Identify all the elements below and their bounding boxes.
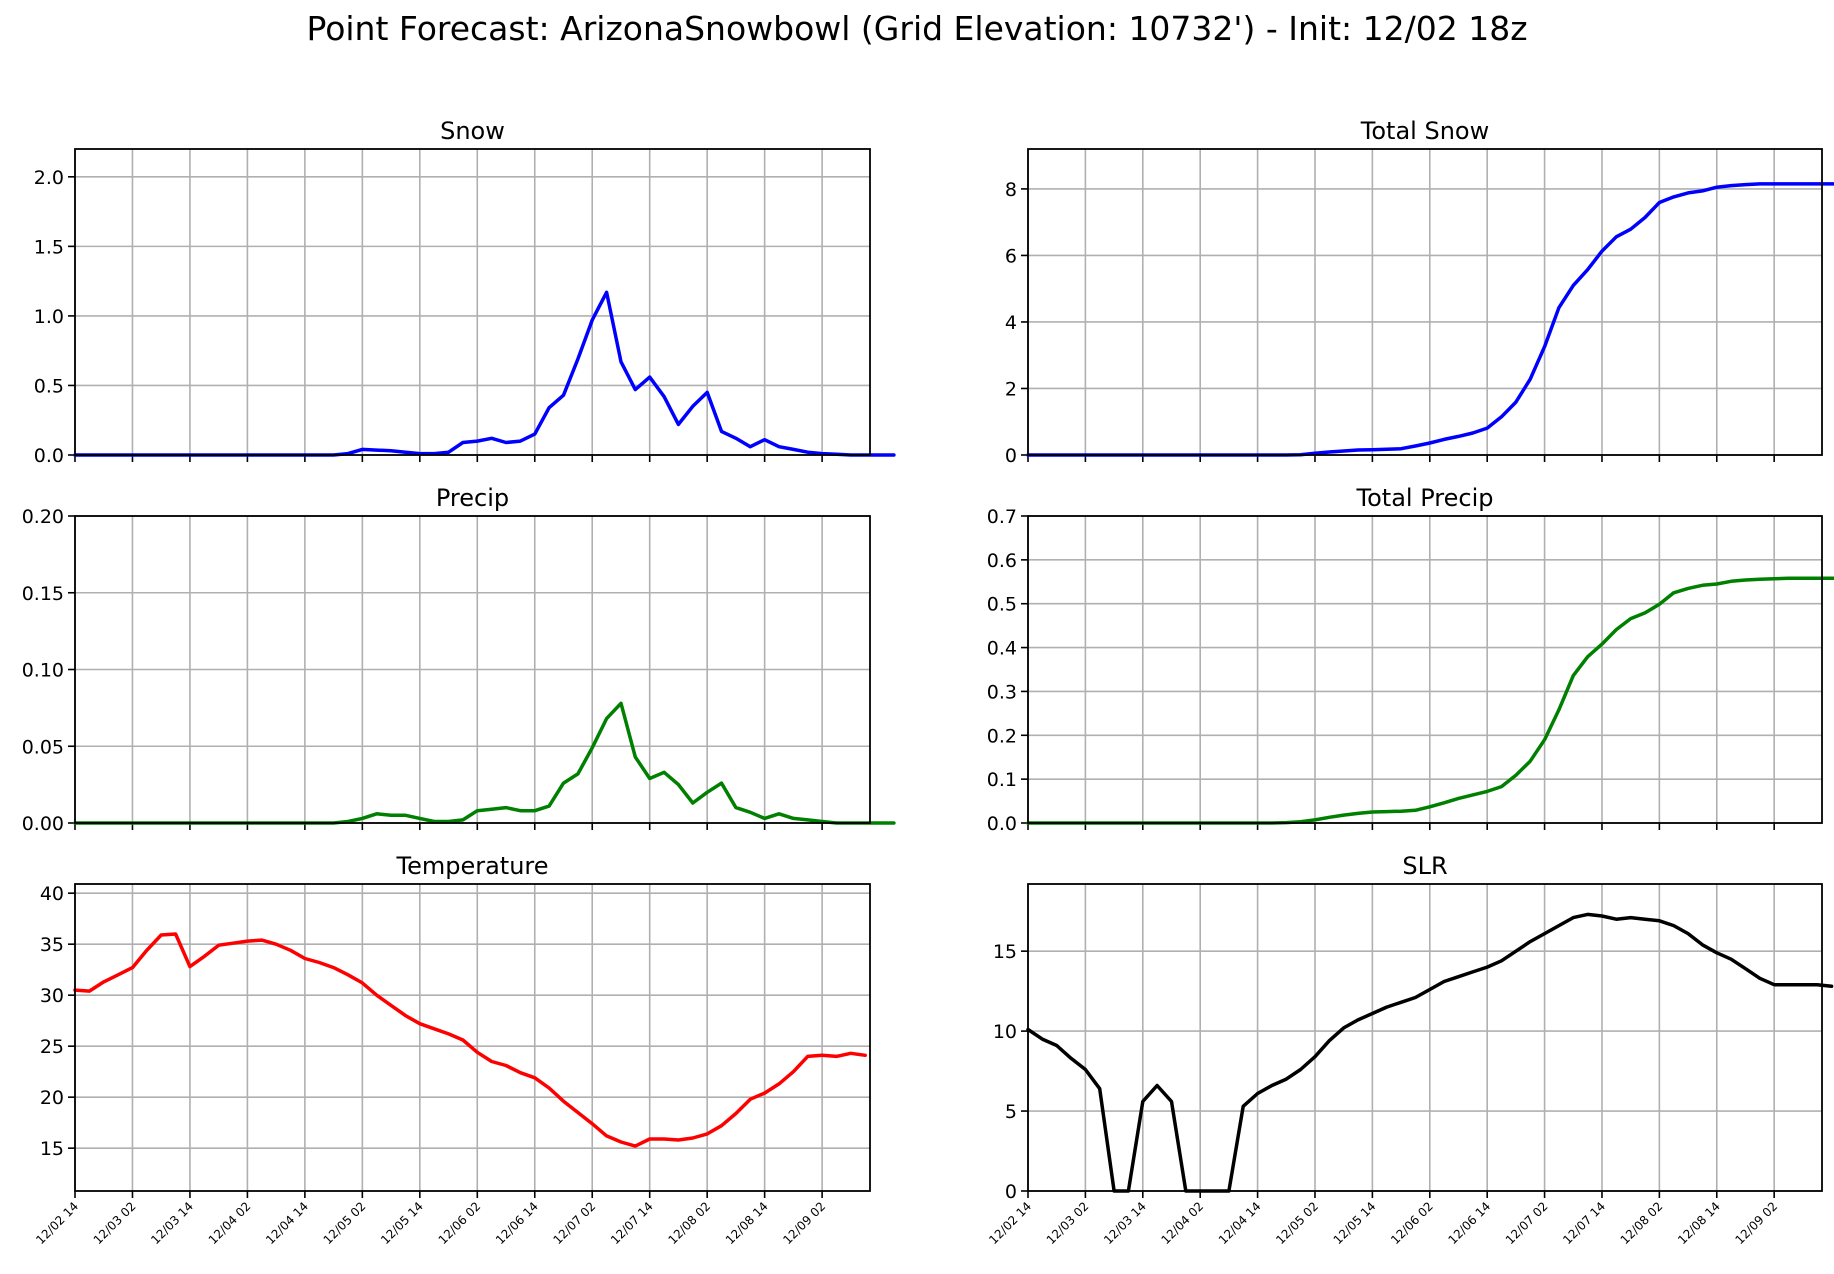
slr-title: SLR (1402, 852, 1447, 880)
total-precip-ytick-label: 0.2 (987, 725, 1017, 747)
precip-ytick-label: 0.20 (22, 506, 64, 528)
slr-frame (1027, 883, 1823, 1192)
total-precip-plot-area (1028, 516, 1822, 823)
panel-precip: 0.00 0.05 0.10 0.15 0.20 Precip (22, 484, 896, 835)
slr-ytick-label: 0 (1005, 1181, 1017, 1203)
total-precip-ytick-label: 0.3 (987, 681, 1017, 703)
slr-ytick-label: 5 (1005, 1101, 1017, 1123)
precip-ytick-label: 0.10 (22, 660, 64, 682)
precip-ytick-label: 0.15 (22, 583, 64, 605)
total-snow-ytick-label: 8 (1005, 179, 1017, 201)
snow-ytick-label: 1.0 (34, 306, 64, 328)
total-snow-ytick-label: 6 (1005, 245, 1017, 267)
snow-ytick-label: 2.0 (34, 167, 64, 189)
precip-frame (74, 515, 871, 824)
panel-snow: 0.0 0.5 1.0 1.5 2.0 Snow (34, 117, 896, 467)
total-precip-ytick-label: 0.4 (987, 638, 1017, 660)
figure-title: Point Forecast: ArizonaSnowbowl (Grid El… (306, 9, 1527, 48)
slr-ytick-label: 15 (993, 941, 1017, 963)
temperature-series-line (73, 932, 867, 1148)
total-precip-ytick-label: 0.7 (987, 506, 1017, 528)
total-snow-title: Total Snow (1360, 117, 1489, 145)
snow-ytick-label: 0.0 (34, 445, 64, 467)
precip-ytick-label: 0.00 (22, 813, 64, 835)
precip-title: Precip (436, 484, 509, 512)
total-snow-ytick-label: 0 (1005, 445, 1017, 467)
temperature-ytick-label: 40 (40, 883, 64, 905)
temperature-ytick-label: 35 (40, 934, 64, 956)
panel-slr: 12/02 14 12/03 02 12/03 14 12/04 02 12/04 14… (986, 852, 1834, 1247)
temperature-plot-area (75, 884, 870, 1191)
snow-ytick-label: 0.5 (34, 375, 64, 397)
temperature-ytick-label: 20 (40, 1087, 64, 1109)
total-snow-plot-area (1028, 149, 1822, 455)
precip-ytick-label: 0.05 (22, 736, 64, 758)
total-snow-frame (1027, 148, 1823, 456)
temperature-ytick-label: 30 (40, 985, 64, 1007)
slr-ytick-label: 10 (993, 1021, 1017, 1043)
total-precip-ytick-label: 0.1 (987, 769, 1017, 791)
total-precip-frame (1027, 515, 1823, 824)
total-precip-title: Total Precip (1356, 484, 1494, 512)
snow-frame (74, 148, 871, 456)
total-precip-ytick-label: 0.0 (987, 813, 1017, 835)
panel-total-precip: 0.0 0.1 0.2 0.3 0.4 0.5 0.6 0.7 Total Precip (987, 484, 1834, 835)
snow-title: Snow (440, 117, 505, 145)
total-snow-ytick-label: 2 (1005, 378, 1017, 400)
temperature-title: Temperature (395, 852, 548, 880)
slr-series-line (1026, 912, 1834, 1193)
total-precip-ytick-label: 0.6 (987, 550, 1017, 572)
temperature-ytick-label: 15 (40, 1138, 64, 1160)
temperature-frame (74, 883, 871, 1192)
panel-temperature: 12/02 14 12/03 02 12/03 14 12/04 02 12/04 14… (33, 852, 871, 1247)
snow-plot-area (75, 149, 870, 455)
total-snow-ytick-label: 4 (1005, 312, 1017, 334)
panel-total-snow: 0 2 4 6 8 Total Snow (1005, 117, 1834, 467)
temperature-ytick-label: 25 (40, 1036, 64, 1058)
snow-ytick-label: 1.5 (34, 236, 64, 258)
slr-plot-area (1028, 884, 1822, 1191)
total-precip-ytick-label: 0.5 (987, 594, 1017, 616)
